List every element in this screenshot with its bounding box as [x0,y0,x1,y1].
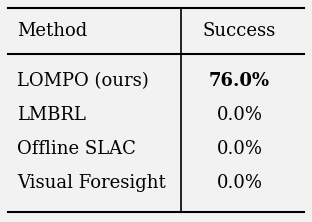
Text: Visual Foresight: Visual Foresight [17,174,166,192]
Text: 0.0%: 0.0% [217,106,262,124]
Text: 0.0%: 0.0% [217,174,262,192]
Text: LOMPO (ours): LOMPO (ours) [17,72,149,90]
Text: Method: Method [17,22,87,40]
Text: Offline SLAC: Offline SLAC [17,140,136,158]
Text: LMBRL: LMBRL [17,106,86,124]
Text: Success: Success [203,22,276,40]
Text: 0.0%: 0.0% [217,140,262,158]
Text: 76.0%: 76.0% [209,72,270,90]
